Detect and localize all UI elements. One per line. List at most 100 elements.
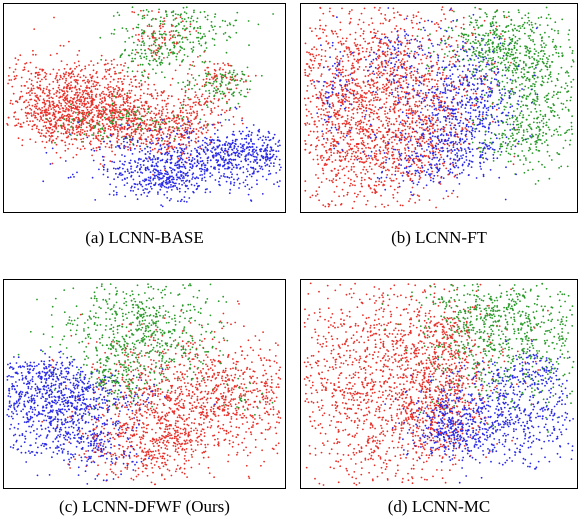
scatter-point [192, 190, 195, 193]
scatter-point [132, 135, 134, 138]
scatter-point [204, 35, 207, 38]
scatter-point [336, 174, 339, 176]
scatter-point [134, 183, 137, 186]
scatter-point [8, 79, 11, 81]
scatter-point [231, 148, 233, 151]
scatter-point [55, 92, 58, 94]
scatter-point [87, 81, 90, 84]
scatter-point [414, 110, 417, 112]
scatter-point [309, 196, 312, 199]
scatter-point [167, 54, 170, 56]
scatter-point [340, 159, 343, 162]
scatter-point [183, 182, 186, 184]
scatter-point [154, 89, 157, 91]
scatter-point [275, 155, 278, 158]
scatter-point [185, 130, 188, 133]
scatter-point [204, 136, 207, 139]
scatter-point [151, 140, 153, 142]
scatter-point [83, 102, 86, 105]
scatter-point [355, 121, 357, 124]
scatter-point [191, 178, 194, 180]
scatter-point [163, 120, 166, 123]
scatter-point [377, 74, 380, 76]
scatter-point [229, 161, 232, 164]
scatter-point [151, 165, 154, 167]
scatter-point [174, 69, 177, 72]
scatter-point [348, 10, 351, 13]
scatter-point [74, 138, 77, 140]
scatter-point [384, 142, 387, 144]
scatter-point [166, 154, 169, 156]
scatter-point [414, 103, 416, 106]
scatter-point [176, 34, 179, 37]
scatter-point [252, 172, 255, 175]
scatter-point [116, 109, 118, 111]
scatter-point [360, 158, 363, 161]
scatter-point [204, 69, 207, 72]
scatter-point [216, 146, 219, 149]
scatter-point [123, 75, 126, 77]
scatter-point [179, 49, 182, 52]
scatter-point [30, 83, 33, 86]
scatter-point [452, 55, 454, 58]
scatter-point [177, 116, 179, 118]
scatter-point [351, 152, 353, 155]
scatter-point [191, 15, 193, 18]
scatter-point [154, 168, 157, 171]
scatter-point [229, 78, 232, 81]
scatter-point [146, 118, 149, 121]
scatter-point [218, 144, 221, 147]
scatter-point [212, 82, 215, 85]
scatter-point [362, 81, 365, 84]
scatter-point [234, 152, 237, 155]
scatter-point [79, 70, 82, 72]
scatter-point [108, 93, 111, 96]
scatter-point [113, 118, 115, 120]
scatter-point [177, 42, 179, 44]
scatter-point [140, 124, 143, 127]
scatter-point [210, 21, 213, 23]
scatter-point [149, 159, 152, 161]
scatter-point [228, 109, 231, 112]
scatter-point [111, 95, 113, 98]
scatter-point [348, 100, 350, 103]
scatter-point [224, 111, 226, 114]
scatter-point [443, 105, 445, 108]
scatter-point [65, 107, 68, 109]
scatter-point [373, 99, 375, 102]
scatter-point [89, 129, 92, 132]
scatter-point [108, 118, 111, 121]
scatter-point [211, 111, 213, 114]
scatter-point [356, 175, 358, 178]
scatter-point [111, 160, 113, 163]
scatter-point [130, 132, 133, 135]
scatter-point [181, 133, 183, 136]
scatter-point [365, 107, 367, 110]
scatter-point [389, 110, 392, 113]
scatter-point [227, 153, 230, 156]
scatter-point [144, 114, 147, 117]
scatter-point [120, 131, 123, 133]
scatter-point [150, 93, 153, 95]
scatter-point [380, 71, 382, 74]
scatter-point [457, 86, 460, 88]
scatter-point [159, 128, 162, 131]
scatter-point [311, 63, 314, 66]
scatter-point [358, 123, 360, 125]
scatter-point [483, 19, 486, 22]
scatter-point [350, 158, 352, 161]
scatter-point [368, 177, 371, 180]
scatter-point [38, 128, 40, 131]
scatter-point [394, 96, 397, 99]
scatter-point [366, 200, 369, 202]
scatter-point [385, 93, 387, 95]
scatter-point [407, 149, 410, 152]
scatter-point [332, 135, 335, 138]
scatter-point [137, 126, 140, 129]
scatter-point [355, 127, 358, 130]
scatter-point [330, 154, 333, 157]
scatter-point [176, 132, 178, 135]
scatter-point [84, 103, 87, 106]
scatter-point [42, 98, 45, 101]
scatter-point [397, 170, 399, 173]
